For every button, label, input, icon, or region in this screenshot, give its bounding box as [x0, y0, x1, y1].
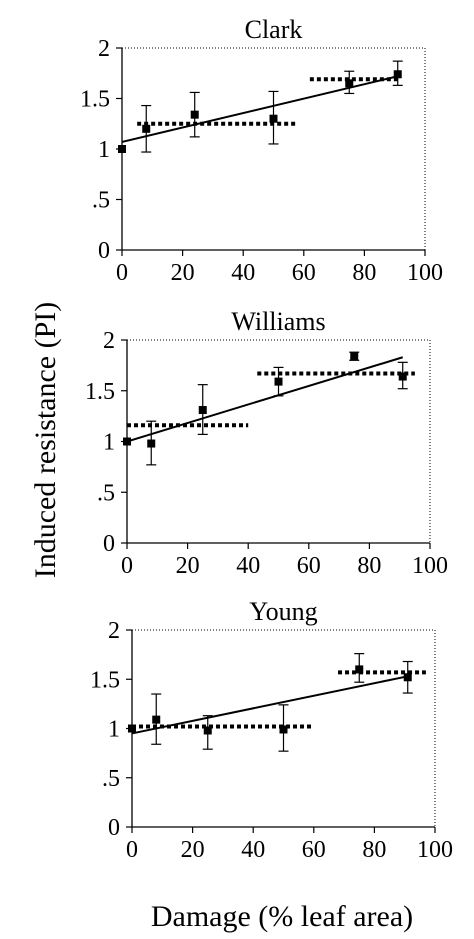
regression-line — [131, 675, 408, 735]
x-tick-label: 40 — [241, 837, 265, 863]
data-point — [274, 377, 283, 386]
x-axis-label: Damage (% leaf area) — [151, 900, 413, 933]
data-point — [393, 70, 402, 79]
x-tick-label: 100 — [407, 260, 443, 286]
panel-title: Williams — [231, 307, 325, 336]
y-tick-label: 1.5 — [85, 379, 115, 405]
data-point — [118, 145, 126, 153]
x-tick-label: 20 — [181, 837, 205, 863]
y-tick-label: .5 — [97, 480, 115, 506]
x-tick-label: 0 — [116, 260, 128, 286]
y-tick-label: .5 — [102, 766, 120, 792]
data-point — [279, 725, 288, 734]
data-point — [190, 110, 199, 119]
data-point — [350, 352, 359, 361]
data-point — [198, 406, 207, 415]
x-tick-label: 100 — [417, 837, 453, 863]
data-point — [123, 437, 131, 446]
x-tick-label: 60 — [297, 553, 321, 579]
regression-line — [121, 75, 398, 143]
y-tick-label: 2 — [108, 618, 120, 644]
y-tick-label: 1 — [103, 430, 115, 456]
x-tick-label: 20 — [176, 553, 200, 579]
data-point — [355, 665, 364, 674]
y-axis-label: Induced resistance (PI) — [29, 302, 62, 579]
x-tick-label: 40 — [236, 553, 260, 579]
data-point — [345, 79, 354, 88]
y-tick-label: 2 — [103, 328, 115, 354]
x-tick-label: 60 — [292, 260, 316, 286]
data-point — [128, 724, 136, 733]
y-tick-label: 1 — [98, 137, 110, 163]
regression-line — [126, 356, 404, 443]
data-point — [142, 124, 151, 133]
y-tick-label: 0 — [103, 531, 115, 557]
y-tick-label: 2 — [98, 36, 110, 62]
data-point — [203, 726, 212, 735]
x-tick-label: 80 — [357, 553, 381, 579]
x-tick-label: 20 — [171, 260, 195, 286]
y-tick-label: 1 — [108, 717, 120, 743]
panel-title: Young — [249, 597, 317, 626]
x-tick-label: 0 — [126, 837, 138, 863]
x-tick-label: 80 — [352, 260, 376, 286]
data-point — [152, 715, 161, 724]
y-tick-label: 1.5 — [80, 87, 110, 113]
y-tick-label: 0 — [98, 238, 110, 264]
y-tick-label: 1.5 — [90, 667, 120, 693]
data-point — [269, 114, 278, 123]
y-tick-label: .5 — [92, 188, 110, 214]
x-tick-label: 60 — [302, 837, 326, 863]
data-point — [398, 372, 407, 381]
data-point — [403, 673, 412, 682]
data-point — [147, 439, 156, 448]
panel-title: Clark — [245, 15, 303, 44]
y-tick-label: 0 — [108, 815, 120, 841]
x-tick-label: 40 — [231, 260, 255, 286]
x-tick-label: 100 — [412, 553, 448, 579]
x-tick-label: 80 — [362, 837, 386, 863]
x-tick-label: 0 — [121, 553, 133, 579]
